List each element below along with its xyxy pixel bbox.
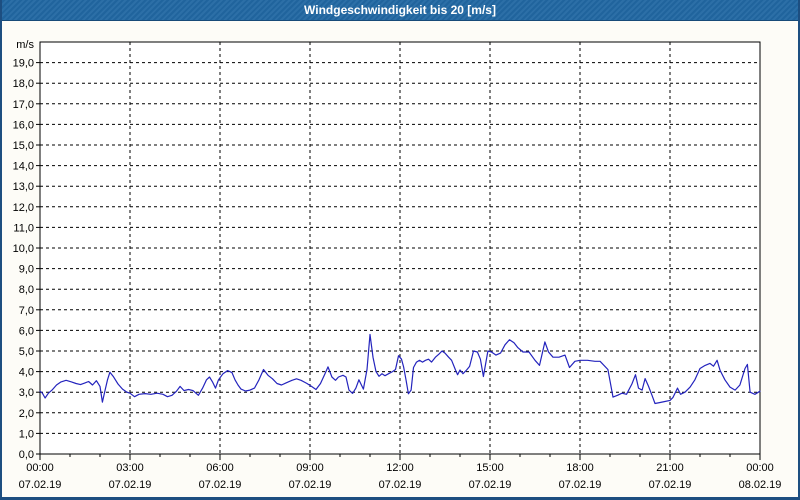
y-tick-label: 4,0 (19, 367, 34, 379)
window-border-left (0, 0, 2, 500)
x-tick-date-label: 07.02.19 (379, 479, 422, 491)
x-tick-date-label: 07.02.19 (289, 479, 332, 491)
title-bar: Windgeschwindigkeit bis 20 [m/s] (0, 0, 800, 21)
y-tick-label: 5,0 (19, 346, 34, 358)
window-title: Windgeschwindigkeit bis 20 [m/s] (304, 3, 496, 17)
wind-speed-series-line (39, 333, 761, 405)
y-tick-label: 6,0 (19, 325, 34, 337)
wind-speed-chart: 0,0 1,0 2,0 3,0 4,0 5,0 6,0 7,0 8,0 9,0 10,0 11,0 12… (13, 39, 782, 491)
x-tick-date-label: 07.02.19 (559, 479, 602, 491)
x-tick-time-label: 09:00 (296, 462, 324, 474)
y-tick-label: 15,0 (13, 140, 34, 152)
x-tick-date-label: 07.02.19 (469, 479, 512, 491)
x-tick-time-label: 21:00 (656, 462, 684, 474)
y-tick-label: 13,0 (13, 181, 34, 193)
x-tick-time-label: 15:00 (476, 462, 504, 474)
x-tick-time-label: 00:00 (746, 462, 774, 474)
chart-area: 0,0 1,0 2,0 3,0 4,0 5,0 6,0 7,0 8,0 9,0 10,0 11,0 12… (0, 21, 800, 500)
y-tick-label: 8,0 (19, 284, 34, 296)
x-tick-date-label: 08.02.19 (739, 479, 782, 491)
y-tick-label: 7,0 (19, 305, 34, 317)
y-tick-label: 19,0 (13, 58, 34, 70)
y-tick-label: 16,0 (13, 119, 34, 131)
x-tick-date-label: 07.02.19 (109, 479, 152, 491)
y-tick-label: 0,0 (19, 449, 34, 461)
y-tick-label: 17,0 (13, 99, 34, 111)
x-tick-time-label: 00:00 (26, 462, 54, 474)
y-tick-label: 14,0 (13, 161, 34, 173)
x-tick-time-label: 12:00 (386, 462, 414, 474)
x-tick-date-label: 07.02.19 (19, 479, 62, 491)
x-tick-time-label: 18:00 (566, 462, 594, 474)
y-tick-label: 3,0 (19, 387, 34, 399)
y-tick-label: 9,0 (19, 264, 34, 276)
window-border-bottom (0, 497, 800, 500)
y-tick-label: 11,0 (13, 222, 34, 234)
x-tick-time-label: 03:00 (116, 462, 144, 474)
window-border-right (798, 0, 800, 500)
y-axis-unit-label: m/s (16, 39, 34, 51)
x-tick-time-label: 06:00 (206, 462, 234, 474)
y-tick-label: 1,0 (19, 428, 34, 440)
x-tick-date-label: 07.02.19 (649, 479, 692, 491)
x-tick-date-label: 07.02.19 (199, 479, 242, 491)
y-tick-label: 2,0 (19, 408, 34, 420)
y-tick-label: 12,0 (13, 202, 34, 214)
y-tick-label: 10,0 (13, 243, 34, 255)
y-tick-label: 18,0 (13, 78, 34, 90)
